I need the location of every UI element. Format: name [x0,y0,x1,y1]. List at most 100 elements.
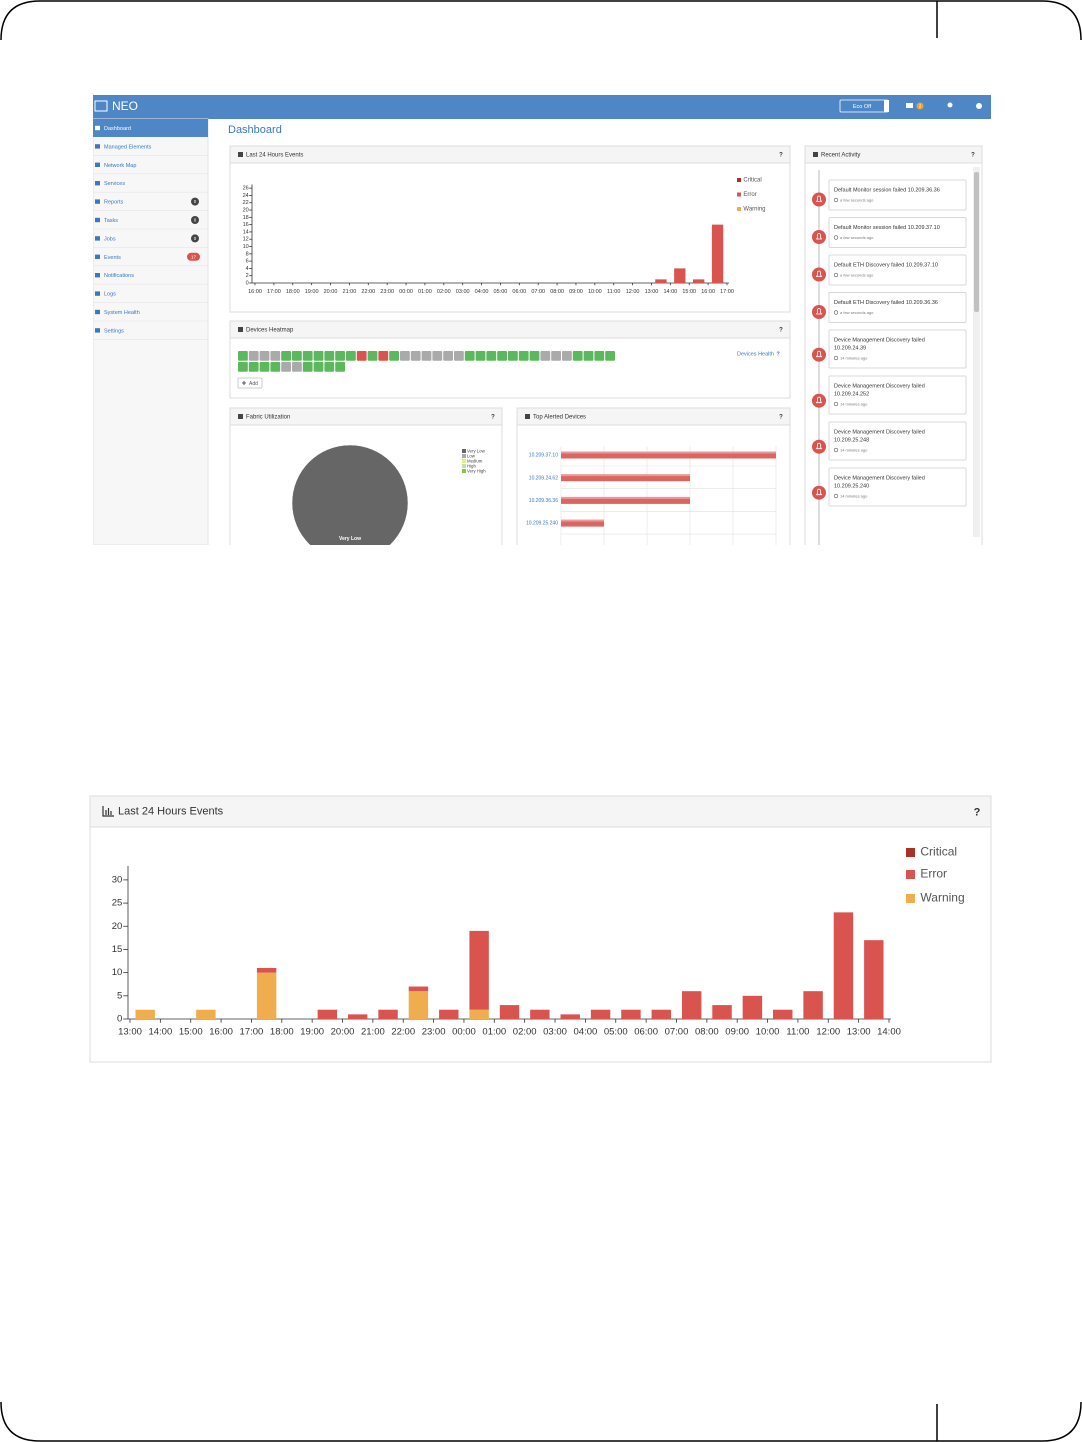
activity-text: Default Monitor session failed 10.209.37… [834,225,940,231]
heatmap-cell [486,351,497,361]
x-tick-label: 14:00 [663,289,677,295]
sidebar-label: Notifications [104,273,134,279]
y-tick-label: 26 [243,186,249,192]
activity-bell [812,393,826,408]
heatmap-cell [292,351,302,361]
pie-slice [291,444,409,545]
activity-text: Default ETH Discovery failed 10.209.37.1… [834,262,938,268]
legend-label: Warning [920,891,964,905]
heatmap-cell [238,351,248,361]
bar-segment [560,1014,580,1019]
sidebar-label: Reports [104,200,124,206]
heatmap-cell [389,351,399,361]
x-tick-label: 17:00 [267,289,281,295]
x-tick-label: 02:00 [437,289,451,295]
legend-swatch [737,207,741,211]
sidebar-label: Jobs [104,236,116,242]
activity-time: a few seconds ago [840,235,874,240]
activity-card [828,254,967,286]
sidebar-icon [95,309,100,315]
x-tick-label: 22:00 [361,289,375,295]
y-tick-label: 10 [112,967,123,978]
activity-text: Device Management Discovery failed [834,383,925,389]
clock-icon [833,401,839,407]
panel-header [229,320,791,339]
x-tick-label: 11:00 [607,289,620,295]
panel-header-icon [238,414,243,419]
x-tick-label: 14:00 [877,1027,901,1038]
panel-help: ? [779,415,783,421]
activity-bell [812,267,826,282]
eco-button-label: Eco Off [853,104,872,110]
legend-swatch [906,870,915,879]
heatmap-cell [324,362,335,372]
sidebar-icon [95,236,100,241]
heatmap-cell [335,362,345,372]
x-tick-label: 18:00 [286,289,300,295]
activity-card [828,179,967,211]
panel-header [804,145,983,164]
y-tick-label: 5 [117,990,122,1001]
panel-header [229,145,791,164]
bar-segment [439,1009,459,1019]
legend-swatch [737,178,741,182]
heatmap-cell [335,351,345,361]
x-tick-label: 16:00 [701,289,715,295]
pie-legend-swatch [462,459,466,463]
y-tick-label: 12 [243,237,249,243]
bar-segment [499,1005,520,1019]
bar-category-label: 10.209.37.10 [529,453,558,459]
activity-text: 10.209.24.252 [834,391,869,397]
heatmap-cell [270,351,281,361]
help-menu-icon [976,103,982,109]
activity-bell [812,347,826,362]
heatmap-cell [378,351,389,361]
bar-segment [408,991,429,1019]
sidebar-icon [95,125,100,131]
x-tick-label: 17:00 [720,289,734,295]
add-icon [242,381,246,385]
bar-segment [712,1005,732,1019]
activity-time: a few seconds ago [840,197,874,202]
sidebar-label: Network Map [104,163,136,169]
bar-segment [378,1009,398,1019]
pie-legend-swatch [462,464,466,468]
activity-text: Device Management Discovery failed [834,475,925,481]
heatmap-cell [324,351,335,361]
bar-highlight [561,451,776,454]
zoom-panel [89,795,992,1063]
heatmap-cell [238,362,248,372]
bell-icon [815,195,823,202]
x-tick-label: 16:00 [209,1027,233,1038]
activity-text: 10.209.25.248 [834,437,869,443]
scrollbar-thumb [974,172,979,312]
user-menu-icon [947,102,953,108]
x-tick-label: 01:00 [418,289,432,295]
panel-header-icon [525,414,530,419]
y-tick-label: 2 [246,273,249,279]
bar-segment [833,912,854,1019]
bar-segment [651,1009,672,1019]
bar-segment [803,991,823,1019]
panel-help: ? [779,153,783,159]
bar [561,519,604,527]
pie-legend-swatch [462,449,466,453]
bell-icon [815,396,823,404]
legend-label: Critical [920,845,957,859]
bar-segment [674,268,686,283]
pie-legend-label: Very Low [467,448,486,453]
pie-legend-label: Medium [467,458,483,463]
events-panel-zoom: 0 5 10 15 20 25 30 13:00 14:00 15:00 16:00 17:00 18:… [89,795,992,1063]
mail-badge-count: 2 [919,104,922,109]
y-tick-label: 30 [112,874,123,885]
bar [561,496,690,504]
sidebar-label: Tasks [104,218,118,224]
x-tick-label: 07:00 [531,289,545,295]
panel-title: Recent Activity [821,153,860,159]
bar [561,474,690,482]
heatmap-cell [605,351,615,361]
legend-label: Error [743,192,756,198]
x-tick-label: 08:00 [550,289,564,295]
pie-legend-swatch [462,454,466,458]
sidebar-badge [191,197,199,206]
